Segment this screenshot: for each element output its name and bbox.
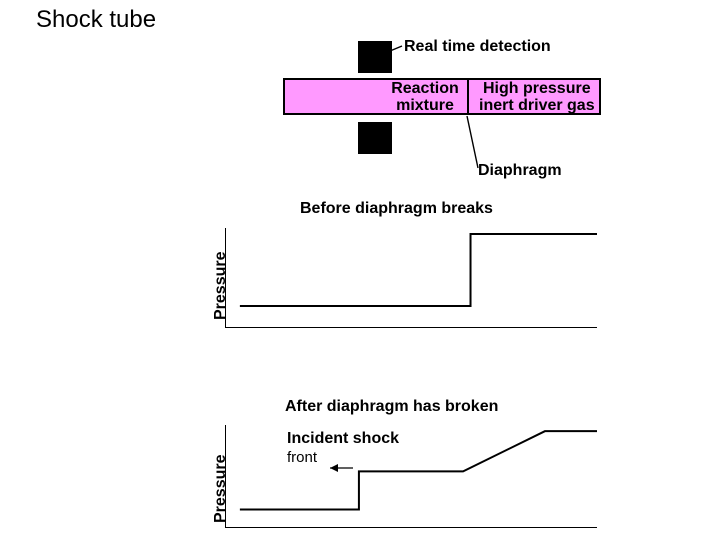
driver-gas-label: High pressure inert driver gas — [479, 81, 595, 115]
after-chart-title: After diaphragm has broken — [285, 398, 498, 416]
before-chart-title: Before diaphragm breaks — [300, 200, 493, 218]
shock-front-label: front — [287, 449, 317, 466]
real-time-detection-label: Real time detection — [404, 38, 551, 56]
shock-tube-slide: Shock tube Real time detection Reaction … — [0, 0, 720, 540]
diaphragm-label: Diaphragm — [478, 162, 562, 180]
incident-shock-label: Incident shock — [287, 430, 399, 448]
before-chart — [225, 228, 597, 328]
after-chart — [225, 425, 597, 528]
